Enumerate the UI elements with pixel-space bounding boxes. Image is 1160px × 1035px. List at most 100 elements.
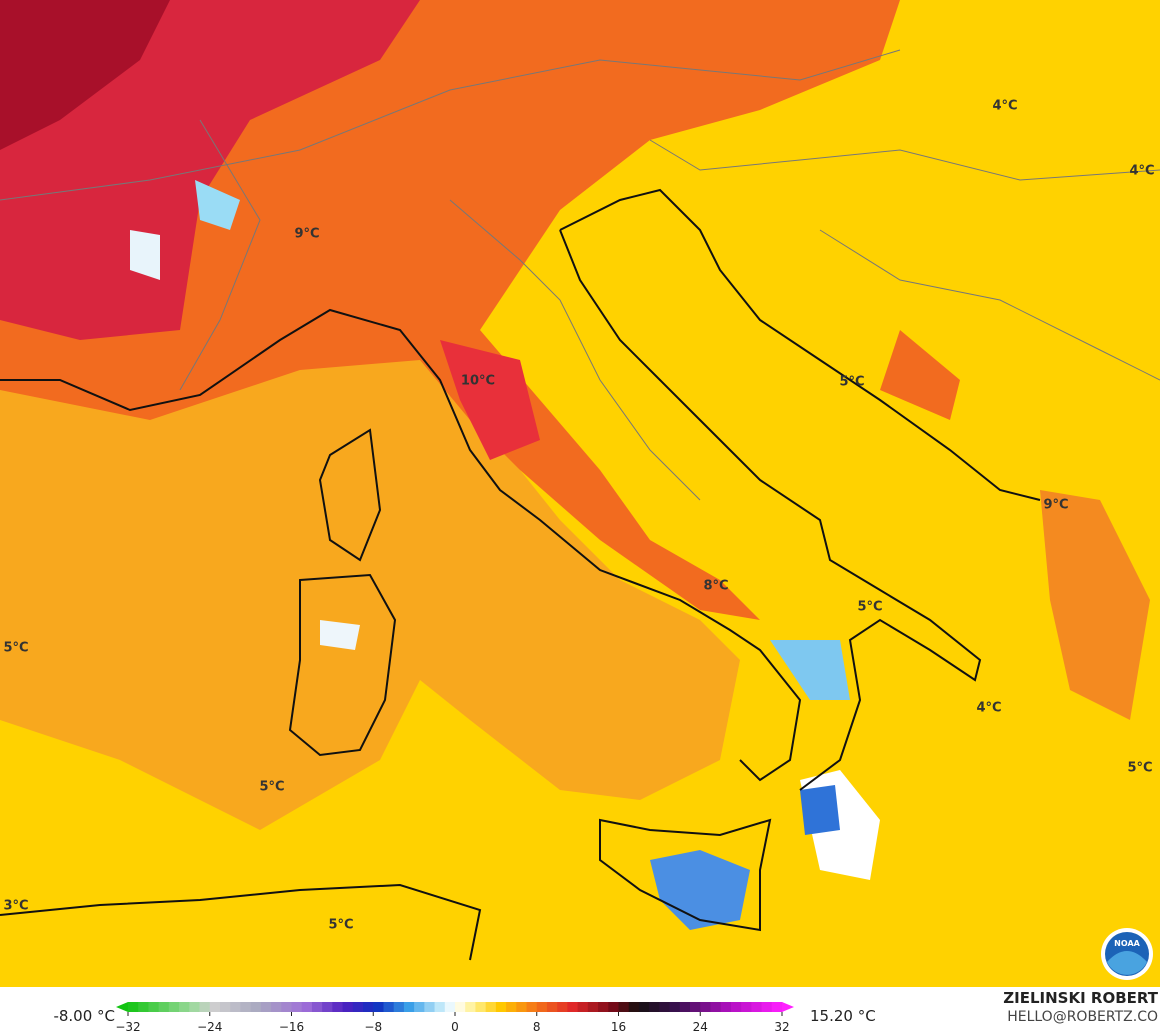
temperature-label: 3°C: [3, 899, 28, 914]
temperature-label: 8°C: [703, 579, 728, 594]
colorbar-cell: [373, 1002, 384, 1012]
cold-spot: [195, 180, 240, 230]
colorbar-cell: [567, 1002, 579, 1012]
colorbar-cell: [700, 1002, 711, 1012]
colorbar-cell: [618, 1002, 630, 1012]
colorbar-cell: [301, 1002, 313, 1012]
colorbar-cell: [352, 1002, 364, 1012]
colorbar-cell: [506, 1002, 517, 1012]
temperature-label: 5°C: [328, 918, 353, 933]
colorbar-cell: [403, 1002, 415, 1012]
colorbar-end: [782, 1002, 794, 1012]
temperature-label: 5°C: [839, 375, 864, 390]
colorbar-cell: [219, 1002, 231, 1012]
colorbar-cell: [434, 1002, 446, 1012]
colorbar-cell: [342, 1002, 354, 1012]
credit-contact: HELLO@ROBERTZ.CO: [1007, 1009, 1158, 1025]
colorbar-cell: [638, 1002, 650, 1012]
colorbar-cell: [363, 1002, 374, 1012]
colorbar-cell: [710, 1002, 722, 1012]
colorbar-cell: [465, 1002, 476, 1012]
colorbar-cell: [628, 1002, 640, 1012]
colorbar-cell: [189, 1002, 201, 1012]
colorbar-cell: [444, 1002, 456, 1012]
temperature-label: 10°C: [461, 374, 495, 389]
colorbar-max-label: 15.20 °C: [810, 1007, 876, 1025]
colorbar-cell: [679, 1002, 691, 1012]
colorbar-tick-label: −24: [197, 1020, 222, 1034]
colorbar-cell: [598, 1002, 609, 1012]
colorbar-cell: [587, 1002, 599, 1012]
colorbar-cell: [414, 1002, 425, 1012]
temperature-label: 9°C: [294, 227, 319, 242]
colorbar-cell: [311, 1002, 323, 1012]
cold-spot: [320, 620, 360, 650]
colorbar-cell: [557, 1002, 568, 1012]
colorbar-tick-label: −16: [279, 1020, 304, 1034]
colorbar-cell: [516, 1002, 528, 1012]
noaa-logo: NOAA: [1101, 928, 1153, 980]
colorbar-cell: [199, 1002, 211, 1012]
colorbar-cell: [761, 1002, 773, 1012]
colorbar-cell: [741, 1002, 752, 1012]
colorbar-cell: [424, 1002, 436, 1012]
colorbar-cell: [669, 1002, 681, 1012]
colorbar-tick-label: −32: [115, 1020, 140, 1034]
warm-sea-area: [0, 330, 740, 830]
colorbar-cell: [720, 1002, 732, 1012]
colorbar-cell: [291, 1002, 303, 1012]
colorbar-cell: [250, 1002, 262, 1012]
colorbar-cell: [158, 1002, 170, 1012]
colorbar-cell: [526, 1002, 538, 1012]
borders: [0, 49, 1160, 501]
colorbar-cell: [138, 1002, 149, 1012]
temperature-label: 4°C: [992, 99, 1017, 114]
colorbar-cell: [730, 1002, 742, 1012]
colorbar-cell: [240, 1002, 252, 1012]
colorbar-cell: [751, 1002, 763, 1012]
colorbar-tick-label: 24: [693, 1020, 708, 1034]
colorbar-cell: [179, 1002, 190, 1012]
cold-spot: [800, 785, 840, 835]
temperature-label: 5°C: [857, 600, 882, 615]
colorbar-cell: [128, 1002, 139, 1012]
hot-spot: [440, 340, 540, 460]
coastlines: [0, 188, 1041, 961]
colorbar-cell: [495, 1002, 507, 1012]
colorbar-cell: [690, 1002, 701, 1012]
hottest-area: [0, 0, 170, 150]
colorbar-cell: [536, 1002, 548, 1012]
warm-spot: [1040, 490, 1150, 720]
colorbar-cell: [485, 1002, 497, 1012]
colorbar-cell: [281, 1002, 292, 1012]
map: [0, 0, 1160, 987]
colorbar-cell: [209, 1002, 221, 1012]
colorbar-cell: [659, 1002, 671, 1012]
colorbar-tick-label: 0: [451, 1020, 459, 1034]
colorbar-cell: [771, 1002, 783, 1012]
colorbar-cell: [649, 1002, 660, 1012]
cold-spot: [130, 230, 160, 280]
colorbar-cell: [230, 1002, 241, 1012]
temperature-label: 4°C: [976, 701, 1001, 716]
colorbar-tick-label: 16: [611, 1020, 626, 1034]
temperature-label: 9°C: [1043, 498, 1068, 513]
colorbar-cell: [322, 1002, 333, 1012]
warm-spot: [880, 330, 960, 420]
colorbar: −32 −24 −16 −8 0 8 16 24 32: [115, 1002, 794, 1034]
colorbar-cell: [168, 1002, 180, 1012]
temperature-label: 5°C: [259, 780, 284, 795]
colorbar-tick-label: 8: [533, 1020, 541, 1034]
credit-name: ZIELINSKI ROBERT: [1003, 989, 1158, 1007]
logo-text: NOAA: [1114, 939, 1140, 948]
temperature-labels: 4°C 4°C 9°C 10°C 5°C 9°C 5°C 8°C 5°C 4°C 5°C 5°C 3°C…: [3, 99, 1154, 933]
colorbar-cell: [546, 1002, 558, 1012]
colorbar-cell: [608, 1002, 619, 1012]
colorbar-tick-label: −8: [364, 1020, 382, 1034]
cold-spot: [650, 850, 750, 930]
colorbar-cell: [393, 1002, 405, 1012]
colorbar-end: [116, 1002, 128, 1012]
temperature-label: 5°C: [1127, 761, 1152, 776]
cold-spot: [770, 640, 850, 700]
